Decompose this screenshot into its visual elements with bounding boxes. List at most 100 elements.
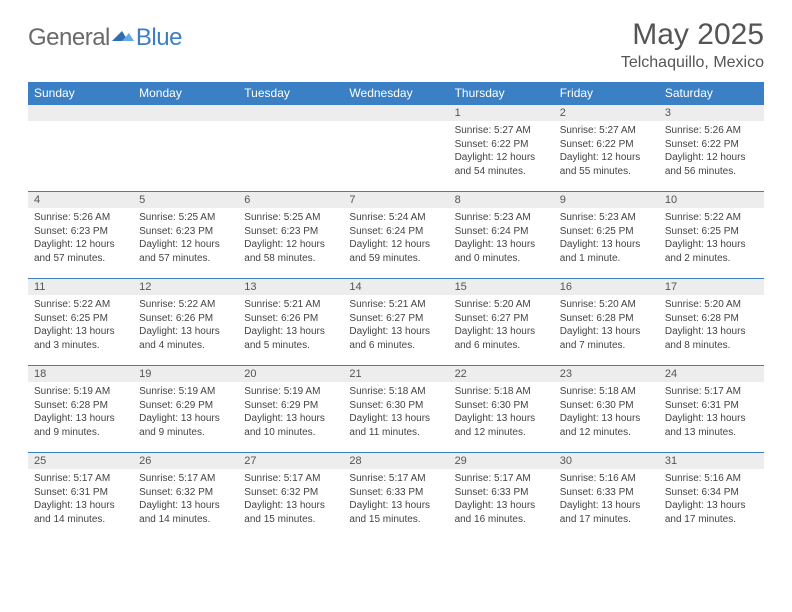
daylight-text: Daylight: 13 hours and 12 minutes. [455,412,548,439]
calendar-day-cell: 21Sunrise: 5:18 AMSunset: 6:30 PMDayligh… [343,366,448,453]
day-details: Sunrise: 5:16 AMSunset: 6:33 PMDaylight:… [554,469,659,530]
sunset-text: Sunset: 6:32 PM [139,486,232,500]
daylight-text: Daylight: 13 hours and 15 minutes. [244,499,337,526]
day-number: 6 [238,192,343,208]
calendar-week-row: 4Sunrise: 5:26 AMSunset: 6:23 PMDaylight… [28,192,764,279]
day-details: Sunrise: 5:18 AMSunset: 6:30 PMDaylight:… [343,382,448,443]
day-number: 27 [238,453,343,469]
sunset-text: Sunset: 6:32 PM [244,486,337,500]
daylight-text: Daylight: 13 hours and 5 minutes. [244,325,337,352]
sunrise-text: Sunrise: 5:27 AM [455,124,548,138]
day-number [28,105,133,121]
daylight-text: Daylight: 12 hours and 57 minutes. [34,238,127,265]
sunrise-text: Sunrise: 5:25 AM [244,211,337,225]
sunset-text: Sunset: 6:26 PM [139,312,232,326]
day-number: 1 [449,105,554,121]
sunrise-text: Sunrise: 5:23 AM [560,211,653,225]
day-number [238,105,343,121]
weekday-header: Wednesday [343,82,448,105]
sunrise-text: Sunrise: 5:18 AM [560,385,653,399]
day-number: 10 [659,192,764,208]
day-number [133,105,238,121]
daylight-text: Daylight: 13 hours and 3 minutes. [34,325,127,352]
day-details: Sunrise: 5:17 AMSunset: 6:32 PMDaylight:… [133,469,238,530]
sunset-text: Sunset: 6:30 PM [349,399,442,413]
day-details: Sunrise: 5:26 AMSunset: 6:22 PMDaylight:… [659,121,764,182]
daylight-text: Daylight: 13 hours and 12 minutes. [560,412,653,439]
calendar-day-cell: 11Sunrise: 5:22 AMSunset: 6:25 PMDayligh… [28,279,133,366]
day-details: Sunrise: 5:16 AMSunset: 6:34 PMDaylight:… [659,469,764,530]
calendar-day-cell: 12Sunrise: 5:22 AMSunset: 6:26 PMDayligh… [133,279,238,366]
daylight-text: Daylight: 13 hours and 7 minutes. [560,325,653,352]
calendar-day-cell: 13Sunrise: 5:21 AMSunset: 6:26 PMDayligh… [238,279,343,366]
weekday-header: Thursday [449,82,554,105]
daylight-text: Daylight: 13 hours and 11 minutes. [349,412,442,439]
calendar-day-cell: 24Sunrise: 5:17 AMSunset: 6:31 PMDayligh… [659,366,764,453]
sunset-text: Sunset: 6:27 PM [349,312,442,326]
day-details [238,121,343,128]
day-number: 5 [133,192,238,208]
calendar-page: General Blue May 2025 Telchaquillo, Mexi… [0,0,792,557]
calendar-day-cell: 4Sunrise: 5:26 AMSunset: 6:23 PMDaylight… [28,192,133,279]
day-details: Sunrise: 5:21 AMSunset: 6:26 PMDaylight:… [238,295,343,356]
day-number: 22 [449,366,554,382]
day-details: Sunrise: 5:19 AMSunset: 6:28 PMDaylight:… [28,382,133,443]
daylight-text: Daylight: 12 hours and 57 minutes. [139,238,232,265]
sunrise-text: Sunrise: 5:22 AM [139,298,232,312]
weekday-header: Tuesday [238,82,343,105]
day-details: Sunrise: 5:18 AMSunset: 6:30 PMDaylight:… [449,382,554,443]
calendar-day-cell: 8Sunrise: 5:23 AMSunset: 6:24 PMDaylight… [449,192,554,279]
sunrise-text: Sunrise: 5:16 AM [665,472,758,486]
sunrise-text: Sunrise: 5:24 AM [349,211,442,225]
day-details: Sunrise: 5:17 AMSunset: 6:33 PMDaylight:… [343,469,448,530]
sunrise-text: Sunrise: 5:21 AM [244,298,337,312]
day-number: 4 [28,192,133,208]
sunset-text: Sunset: 6:22 PM [665,138,758,152]
weekday-header: Saturday [659,82,764,105]
day-details: Sunrise: 5:17 AMSunset: 6:32 PMDaylight:… [238,469,343,530]
sunset-text: Sunset: 6:31 PM [34,486,127,500]
day-number: 7 [343,192,448,208]
daylight-text: Daylight: 13 hours and 8 minutes. [665,325,758,352]
day-number: 26 [133,453,238,469]
daylight-text: Daylight: 12 hours and 58 minutes. [244,238,337,265]
daylight-text: Daylight: 13 hours and 13 minutes. [665,412,758,439]
calendar-day-cell: 30Sunrise: 5:16 AMSunset: 6:33 PMDayligh… [554,453,659,540]
sunset-text: Sunset: 6:26 PM [244,312,337,326]
day-number [343,105,448,121]
sunset-text: Sunset: 6:33 PM [455,486,548,500]
daylight-text: Daylight: 13 hours and 9 minutes. [139,412,232,439]
day-number: 29 [449,453,554,469]
weekday-header: Friday [554,82,659,105]
calendar-day-cell: 9Sunrise: 5:23 AMSunset: 6:25 PMDaylight… [554,192,659,279]
day-number: 19 [133,366,238,382]
day-details: Sunrise: 5:17 AMSunset: 6:33 PMDaylight:… [449,469,554,530]
day-details: Sunrise: 5:25 AMSunset: 6:23 PMDaylight:… [238,208,343,269]
page-title: May 2025 [621,18,764,52]
sunset-text: Sunset: 6:28 PM [560,312,653,326]
page-header: General Blue May 2025 Telchaquillo, Mexi… [28,18,764,72]
calendar-day-cell: 1Sunrise: 5:27 AMSunset: 6:22 PMDaylight… [449,105,554,192]
daylight-text: Daylight: 12 hours and 54 minutes. [455,151,548,178]
sunrise-text: Sunrise: 5:21 AM [349,298,442,312]
calendar-day-cell: 5Sunrise: 5:25 AMSunset: 6:23 PMDaylight… [133,192,238,279]
sunset-text: Sunset: 6:24 PM [349,225,442,239]
sunset-text: Sunset: 6:25 PM [34,312,127,326]
day-number: 15 [449,279,554,295]
daylight-text: Daylight: 13 hours and 1 minute. [560,238,653,265]
day-number: 18 [28,366,133,382]
sunrise-text: Sunrise: 5:26 AM [34,211,127,225]
day-number: 31 [659,453,764,469]
daylight-text: Daylight: 13 hours and 10 minutes. [244,412,337,439]
sunrise-text: Sunrise: 5:17 AM [34,472,127,486]
sunset-text: Sunset: 6:34 PM [665,486,758,500]
day-number: 24 [659,366,764,382]
day-details: Sunrise: 5:26 AMSunset: 6:23 PMDaylight:… [28,208,133,269]
calendar-day-cell: 15Sunrise: 5:20 AMSunset: 6:27 PMDayligh… [449,279,554,366]
sunset-text: Sunset: 6:23 PM [244,225,337,239]
day-details: Sunrise: 5:22 AMSunset: 6:25 PMDaylight:… [28,295,133,356]
calendar-day-cell: 10Sunrise: 5:22 AMSunset: 6:25 PMDayligh… [659,192,764,279]
day-number: 8 [449,192,554,208]
day-details: Sunrise: 5:19 AMSunset: 6:29 PMDaylight:… [238,382,343,443]
sunrise-text: Sunrise: 5:20 AM [560,298,653,312]
